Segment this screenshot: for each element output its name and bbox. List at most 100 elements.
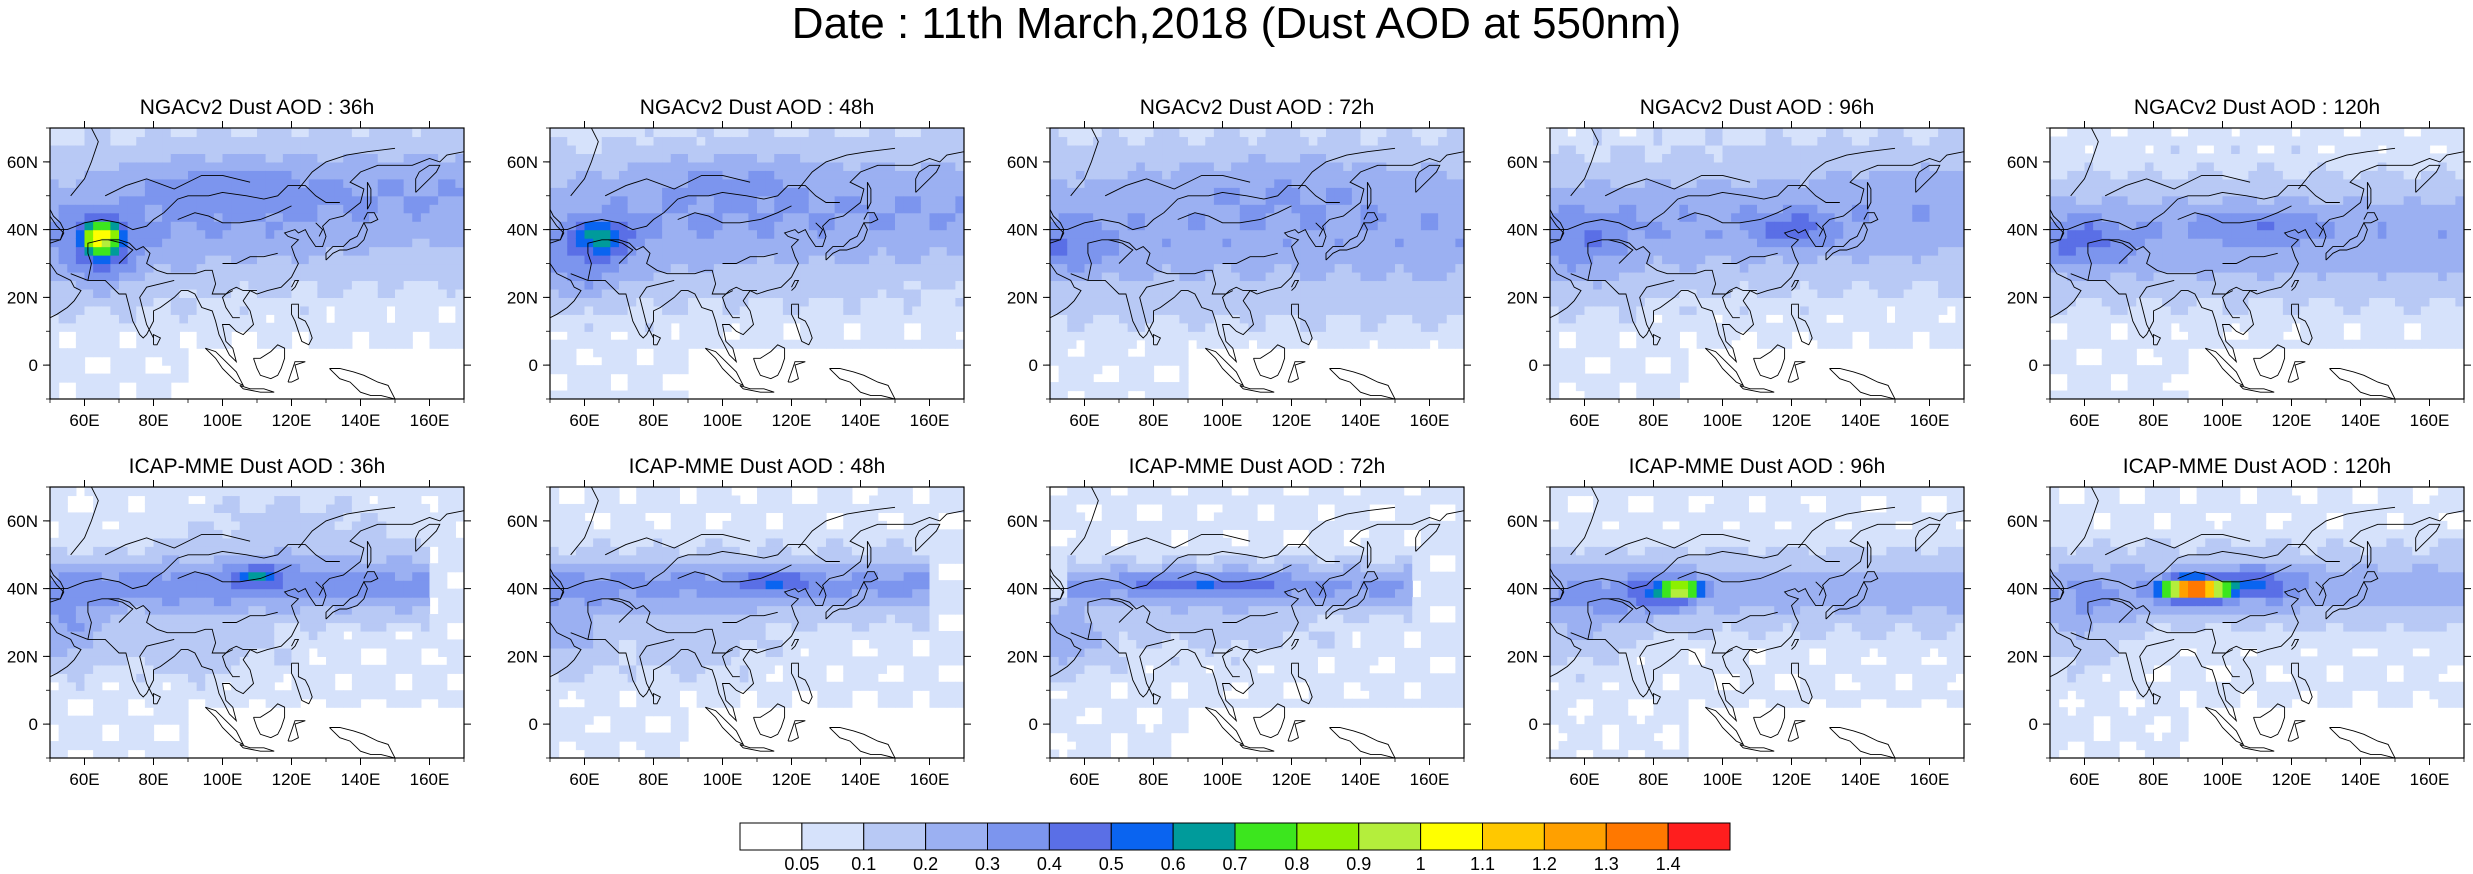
- lat-tick-label: 40N: [7, 580, 38, 599]
- lat-tick-label: 40N: [7, 221, 38, 240]
- coastlines: [50, 128, 464, 399]
- aod-field: [2050, 128, 2464, 399]
- lat-tick-label: 40N: [1507, 580, 1538, 599]
- lon-tick-label: 60E: [1069, 770, 1099, 789]
- lon-tick-label: 80E: [638, 770, 668, 789]
- lat-tick-label: 0: [529, 356, 538, 375]
- map-panel: 60E 80E 100E 120E 140E 160E 0 20N 40N 60N NGACv2 D…: [1507, 96, 1971, 430]
- lon-tick-label: 120E: [2272, 770, 2312, 789]
- aod-field: [50, 487, 464, 758]
- aod-field: [1050, 487, 1464, 758]
- lat-tick-label: 60N: [7, 153, 38, 172]
- lon-tick-label: 80E: [1138, 411, 1168, 430]
- lon-tick-label: 80E: [2138, 411, 2168, 430]
- lat-tick-label: 60N: [7, 512, 38, 531]
- panel-title: ICAP-MME Dust AOD : 96h: [1629, 455, 1886, 478]
- coastlines: [1550, 487, 1964, 758]
- lat-tick-label: 40N: [507, 221, 538, 240]
- lon-tick-label: 100E: [1703, 411, 1743, 430]
- lon-tick-label: 140E: [1341, 411, 1381, 430]
- lat-tick-label: 20N: [1007, 288, 1038, 307]
- lon-tick-label: 140E: [341, 770, 381, 789]
- lon-tick-label: 100E: [203, 411, 243, 430]
- lon-tick-label: 60E: [2069, 411, 2099, 430]
- lon-tick-label: 60E: [1069, 411, 1099, 430]
- lon-tick-label: 100E: [703, 411, 743, 430]
- lon-tick-label: 120E: [1772, 770, 1812, 789]
- lon-tick-label: 100E: [2203, 770, 2243, 789]
- lat-tick-label: 0: [2029, 356, 2038, 375]
- lat-tick-label: 60N: [2007, 512, 2038, 531]
- panel-title: ICAP-MME Dust AOD : 48h: [629, 455, 886, 478]
- lon-tick-label: 60E: [1569, 411, 1599, 430]
- lon-tick-label: 160E: [1410, 411, 1450, 430]
- panel-title: NGACv2 Dust AOD : 72h: [1140, 96, 1375, 119]
- panel-title: ICAP-MME Dust AOD : 120h: [2123, 455, 2391, 478]
- lon-tick-label: 140E: [1841, 770, 1881, 789]
- panel-title: NGACv2 Dust AOD : 120h: [2134, 96, 2380, 119]
- lat-tick-label: 60N: [1007, 153, 1038, 172]
- coastlines: [2050, 487, 2464, 758]
- lon-tick-label: 140E: [2341, 770, 2381, 789]
- lon-tick-label: 60E: [69, 411, 99, 430]
- lat-tick-label: 20N: [1507, 647, 1538, 666]
- lat-tick-label: 0: [1529, 715, 1538, 734]
- coastlines: [1050, 487, 1464, 758]
- lat-tick-label: 60N: [2007, 153, 2038, 172]
- lon-tick-label: 160E: [1410, 770, 1450, 789]
- map-panel: 60E 80E 100E 120E 140E 160E 0 20N 40N 60N ICAP-MME…: [7, 455, 471, 789]
- panel-title: NGACv2 Dust AOD : 36h: [140, 96, 375, 119]
- lon-tick-label: 160E: [2410, 770, 2450, 789]
- lat-tick-label: 0: [2029, 715, 2038, 734]
- lon-tick-label: 160E: [410, 770, 450, 789]
- panel-title: NGACv2 Dust AOD : 96h: [1640, 96, 1875, 119]
- lon-tick-label: 140E: [1841, 411, 1881, 430]
- map-panel: 60E 80E 100E 120E 140E 160E 0 20N 40N 60N ICAP-MME…: [2007, 455, 2471, 789]
- lon-tick-label: 160E: [1910, 411, 1950, 430]
- lon-tick-label: 140E: [1341, 770, 1381, 789]
- aod-field: [1550, 487, 1964, 758]
- lat-tick-label: 20N: [2007, 288, 2038, 307]
- lat-tick-label: 20N: [2007, 647, 2038, 666]
- lon-tick-label: 60E: [569, 770, 599, 789]
- lon-tick-label: 160E: [1910, 770, 1950, 789]
- lat-tick-label: 0: [1029, 715, 1038, 734]
- lon-tick-label: 100E: [1203, 411, 1243, 430]
- lat-tick-label: 60N: [1007, 512, 1038, 531]
- lat-tick-label: 60N: [507, 153, 538, 172]
- panel-title: NGACv2 Dust AOD : 48h: [640, 96, 875, 119]
- aod-field: [1050, 128, 1464, 399]
- lon-tick-label: 140E: [841, 770, 881, 789]
- lon-tick-label: 160E: [910, 770, 950, 789]
- aod-field: [1550, 128, 1964, 399]
- map-panel: 60E 80E 100E 120E 140E 160E 0 20N 40N 60N ICAP-MME…: [1507, 455, 1971, 789]
- lon-tick-label: 140E: [2341, 411, 2381, 430]
- aod-field: [550, 128, 964, 399]
- lat-tick-label: 20N: [1507, 288, 1538, 307]
- map-panel: 60E 80E 100E 120E 140E 160E 0 20N 40N 60N ICAP-MME…: [1007, 455, 1471, 789]
- lon-tick-label: 60E: [569, 411, 599, 430]
- coastlines: [1050, 128, 1464, 399]
- map-panel: 60E 80E 100E 120E 140E 160E 0 20N 40N 60N NGACv2 D…: [1007, 96, 1471, 430]
- lat-tick-label: 20N: [7, 647, 38, 666]
- map-panel: 60E 80E 100E 120E 140E 160E 0 20N 40N 60N NGACv2 D…: [2007, 96, 2471, 430]
- lat-tick-label: 0: [529, 715, 538, 734]
- lon-tick-label: 80E: [138, 770, 168, 789]
- lat-tick-label: 20N: [7, 288, 38, 307]
- lon-tick-label: 100E: [203, 770, 243, 789]
- map-panel: 60E 80E 100E 120E 140E 160E 0 20N 40N 60N ICAP-MME…: [507, 455, 971, 789]
- lon-tick-label: 120E: [1772, 411, 1812, 430]
- lat-tick-label: 40N: [1507, 221, 1538, 240]
- lat-tick-label: 20N: [507, 647, 538, 666]
- lon-tick-label: 80E: [1638, 770, 1668, 789]
- lat-tick-label: 0: [29, 356, 38, 375]
- lon-tick-label: 140E: [341, 411, 381, 430]
- panel-title: ICAP-MME Dust AOD : 36h: [129, 455, 386, 478]
- lon-tick-label: 120E: [272, 411, 312, 430]
- coastlines: [550, 128, 964, 399]
- lat-tick-label: 20N: [1007, 647, 1038, 666]
- panel-title: ICAP-MME Dust AOD : 72h: [1129, 455, 1386, 478]
- aod-field: [550, 487, 964, 758]
- lon-tick-label: 80E: [638, 411, 668, 430]
- aod-field: [2050, 487, 2464, 758]
